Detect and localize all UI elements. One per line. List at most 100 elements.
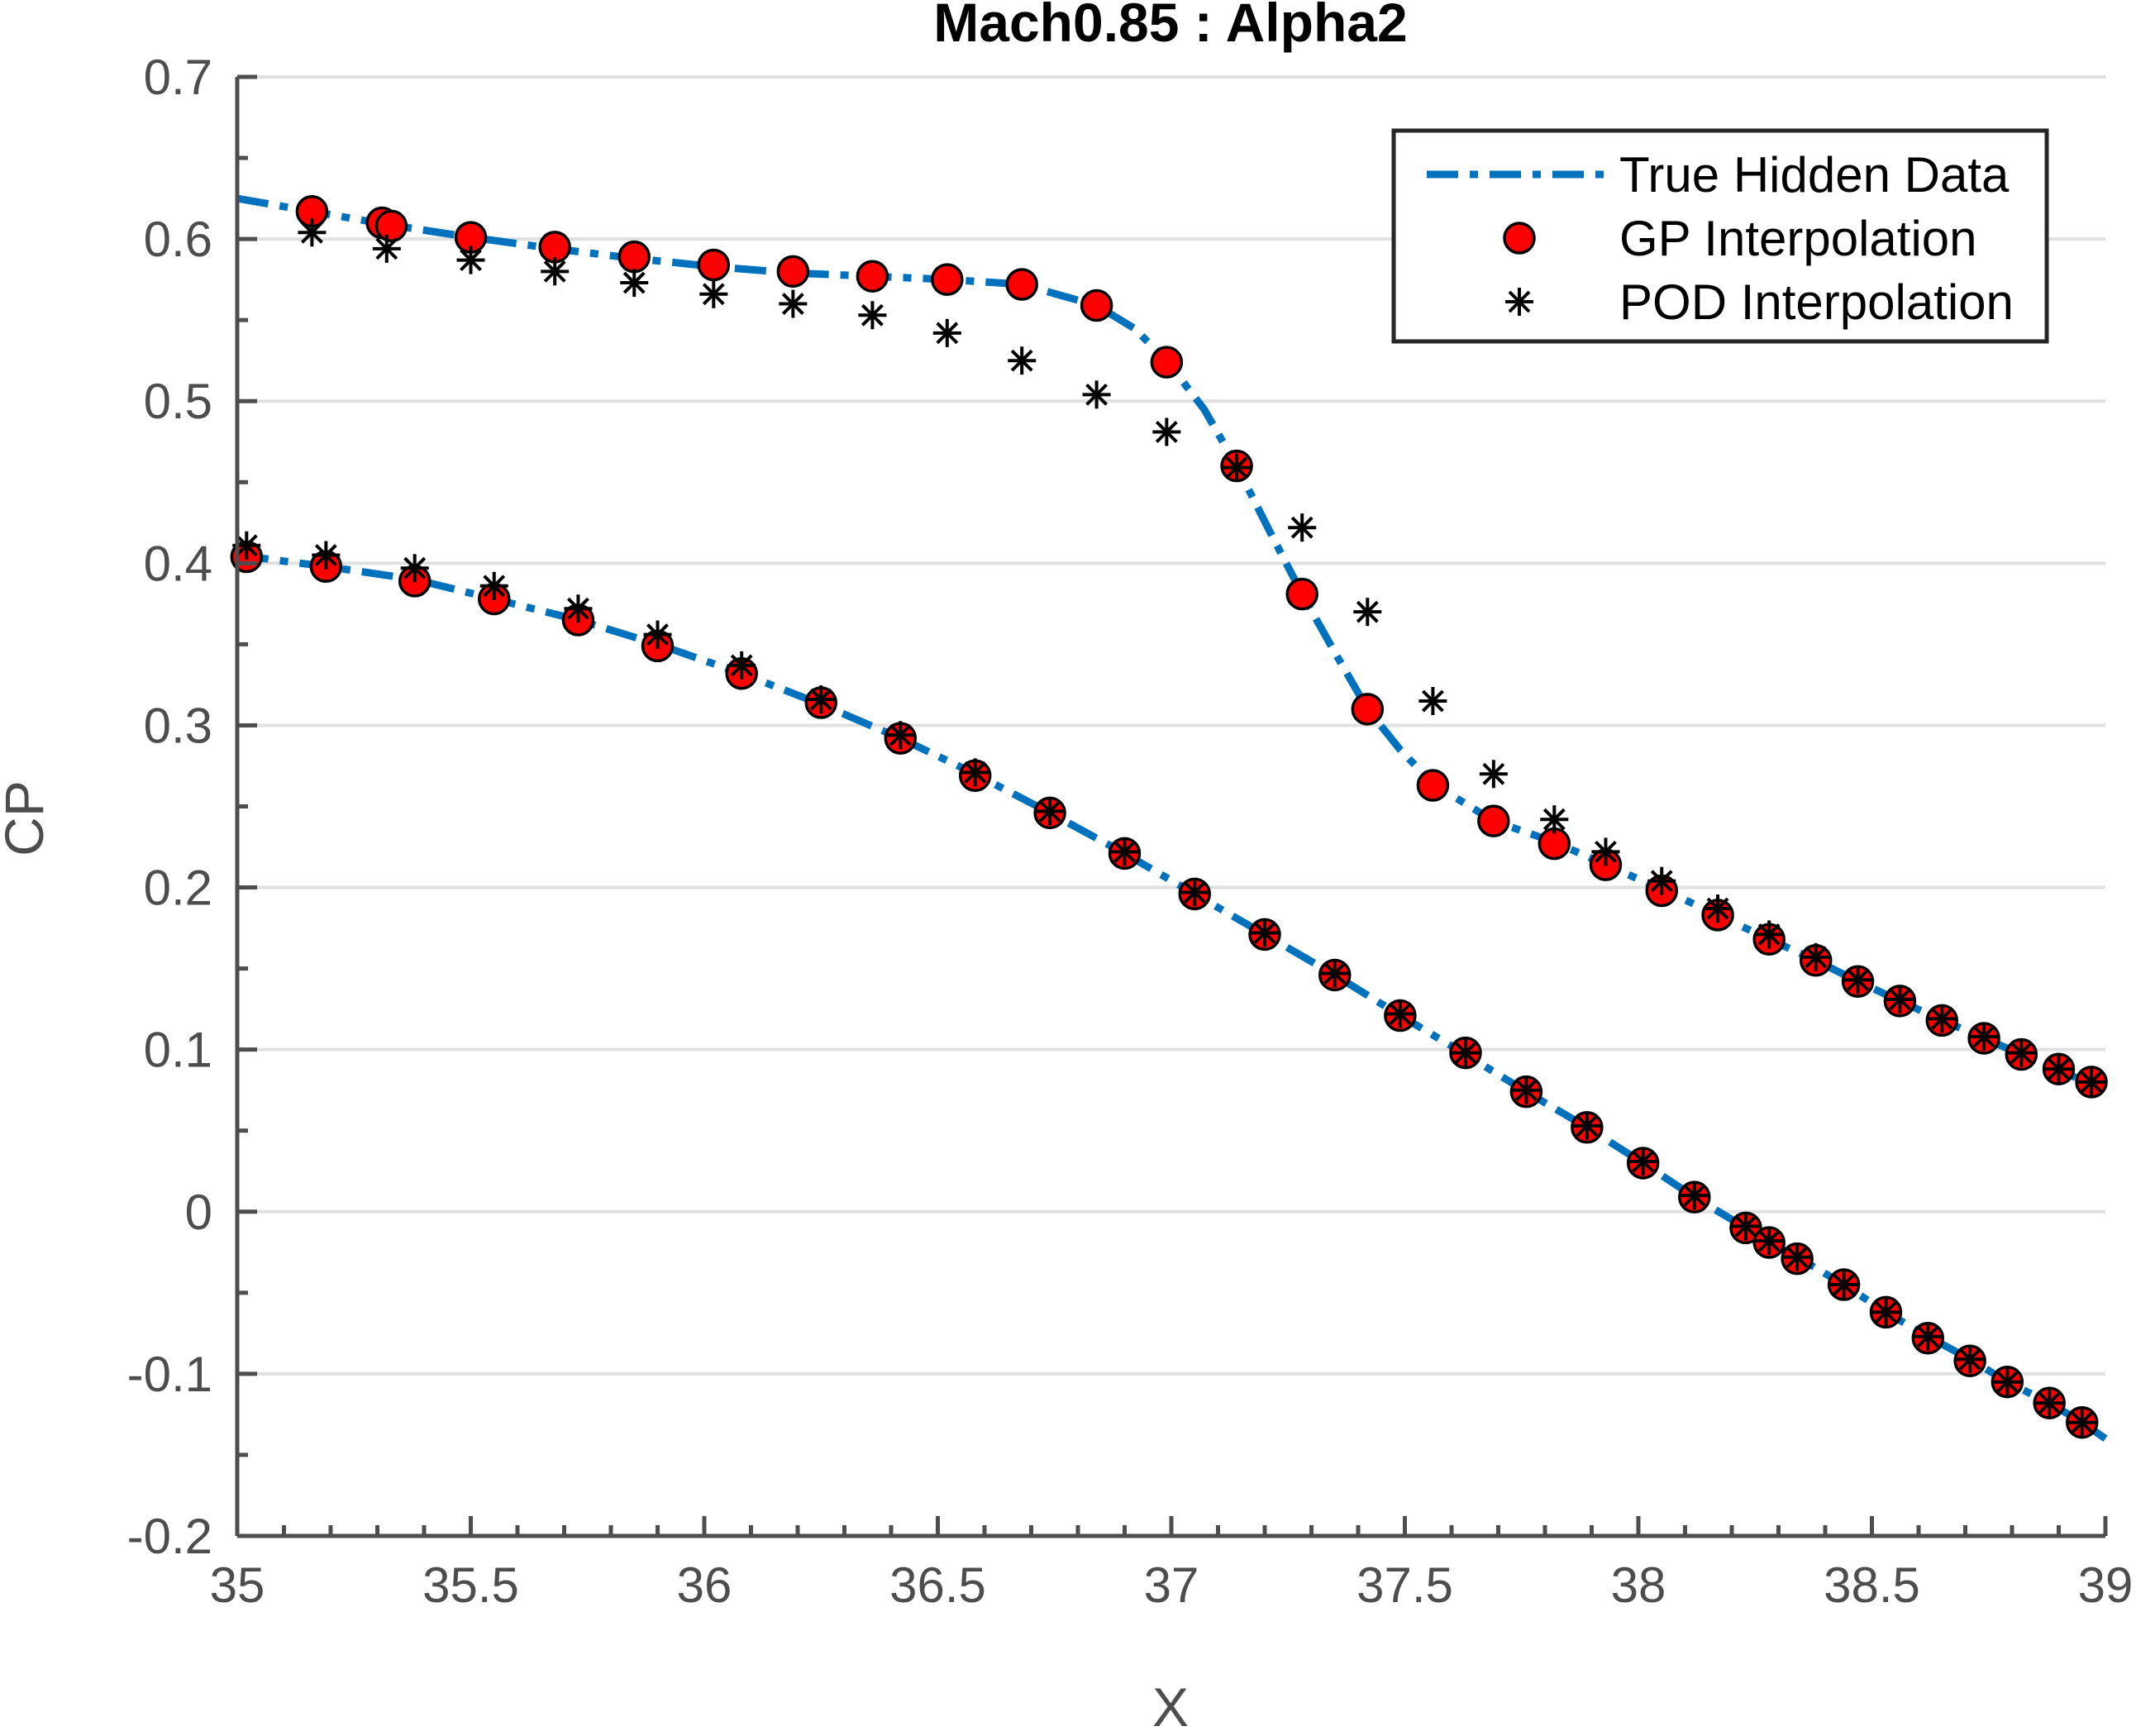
asterisk-stroke <box>1805 946 1828 969</box>
asterisk-stroke <box>1323 962 1347 985</box>
legend: True Hidden Data GP Interpolation POD Inte… <box>1391 128 2049 344</box>
x-tick-label: 37 <box>1144 1557 1199 1613</box>
pod-point <box>1886 985 1914 1013</box>
y-tick-label: 0.5 <box>144 374 212 429</box>
y-tick-label: 0.6 <box>144 212 212 267</box>
pod-point <box>1572 1111 1601 1140</box>
gp-point <box>1150 346 1184 379</box>
asterisk-stroke <box>1995 1371 2019 1394</box>
pod-point <box>1647 866 1676 895</box>
asterisk-stroke <box>889 723 912 746</box>
asterisk-stroke <box>1706 897 1729 920</box>
pod-point <box>1928 1004 1957 1033</box>
x-tick-label: 36 <box>677 1557 732 1613</box>
pod-point <box>858 301 887 330</box>
pod-point <box>2067 1408 2096 1437</box>
pod-point <box>1628 1147 1657 1176</box>
asterisk-stroke <box>622 271 646 294</box>
gp-point <box>1080 289 1113 322</box>
x-tick-label: 35.5 <box>422 1557 519 1613</box>
pod-point <box>1479 760 1508 789</box>
asterisk-stroke <box>1888 988 1911 1011</box>
asterisk-stroke <box>1916 1325 1939 1348</box>
chart-title: Mach0.85 : Alpha2 <box>933 0 1407 53</box>
asterisk-stroke <box>1734 1214 1757 1238</box>
pod-point <box>807 685 836 714</box>
asterisk-stroke <box>781 293 804 315</box>
x-tick-label: 37.5 <box>1356 1557 1453 1613</box>
gp-point <box>1416 769 1450 802</box>
asterisk-stroke <box>460 249 482 272</box>
pod-point <box>1801 942 1830 971</box>
legend-label: True Hidden Data <box>1619 147 2010 203</box>
pod-point <box>1512 1075 1541 1104</box>
asterisk-stroke <box>1972 1025 1995 1048</box>
pod-point <box>232 531 261 560</box>
legend-label: POD Interpolation <box>1619 274 2014 330</box>
pod-point <box>886 721 915 750</box>
asterisk-stroke <box>1113 840 1136 863</box>
pod-point <box>1783 1242 1812 1271</box>
asterisk-stroke <box>1650 870 1673 893</box>
pod-point <box>1288 513 1317 542</box>
pod-point <box>1871 1298 1900 1327</box>
asterisk-stroke <box>861 303 884 327</box>
gp-point <box>856 260 889 293</box>
asterisk-stroke <box>964 761 987 784</box>
pod-point <box>727 651 756 680</box>
asterisk-stroke <box>1356 600 1379 623</box>
x-tick-label: 36.5 <box>889 1557 986 1613</box>
pod-point <box>2077 1067 2106 1096</box>
gp-point <box>776 255 810 289</box>
pod-point <box>1755 1227 1784 1256</box>
asterisk-stroke <box>1508 290 1531 313</box>
pod-point <box>1451 1038 1480 1067</box>
pod-point <box>2035 1389 2064 1418</box>
asterisk-stroke <box>936 322 959 345</box>
asterisk-stroke <box>1183 881 1206 904</box>
pod-point <box>1353 598 1382 627</box>
pod-point <box>541 257 570 286</box>
gp-point <box>617 240 651 274</box>
pod-point <box>312 541 341 570</box>
y-tick-label: 0.3 <box>144 698 212 753</box>
asterisk-stroke <box>1833 1273 1856 1296</box>
gp-point <box>1005 268 1038 301</box>
asterisk-stroke <box>1225 456 1248 479</box>
asterisk-stroke <box>1389 1003 1412 1025</box>
y-tick-label: -0.1 <box>127 1347 212 1402</box>
pod-point <box>1591 837 1620 866</box>
pod-point <box>1180 878 1209 907</box>
asterisk-stroke <box>1683 1184 1706 1207</box>
asterisk-stroke <box>1038 799 1061 823</box>
asterisk-stroke <box>1847 968 1869 991</box>
pod-point <box>1731 1212 1760 1241</box>
legend-circle-swatch <box>1503 222 1536 255</box>
pod-point <box>564 594 593 623</box>
pod-point <box>1251 918 1279 947</box>
asterisk-stroke <box>1930 1007 1953 1030</box>
pod-point <box>1540 805 1569 834</box>
asterisk-stroke <box>1786 1246 1809 1269</box>
asterisk-stroke <box>1875 1300 1897 1323</box>
pod-point <box>1829 1271 1858 1300</box>
asterisk-stroke <box>1514 1079 1538 1102</box>
pod-point <box>643 620 672 649</box>
gp-point <box>697 248 731 282</box>
asterisk-stroke <box>730 654 753 677</box>
y-tick-label: 0.7 <box>144 50 212 105</box>
pod-point <box>932 318 961 347</box>
pod-point <box>1680 1181 1709 1210</box>
gp-point <box>1351 693 1385 726</box>
pod-point <box>1385 999 1414 1028</box>
x-tick-label: 35 <box>210 1557 265 1613</box>
pod-point <box>961 758 989 787</box>
asterisk-stroke <box>403 556 427 579</box>
pod-point <box>400 554 429 583</box>
asterisk-stroke <box>1290 516 1314 539</box>
axes: -0.2 -0.1 0 0.1 0.2 0.3 0.4 0.5 0.6 0.7 35 35.5 36 36… <box>127 50 2134 1613</box>
pod-point <box>620 269 649 298</box>
x-tick-label: 38.5 <box>1824 1557 1920 1613</box>
legend-box <box>1391 128 2049 344</box>
